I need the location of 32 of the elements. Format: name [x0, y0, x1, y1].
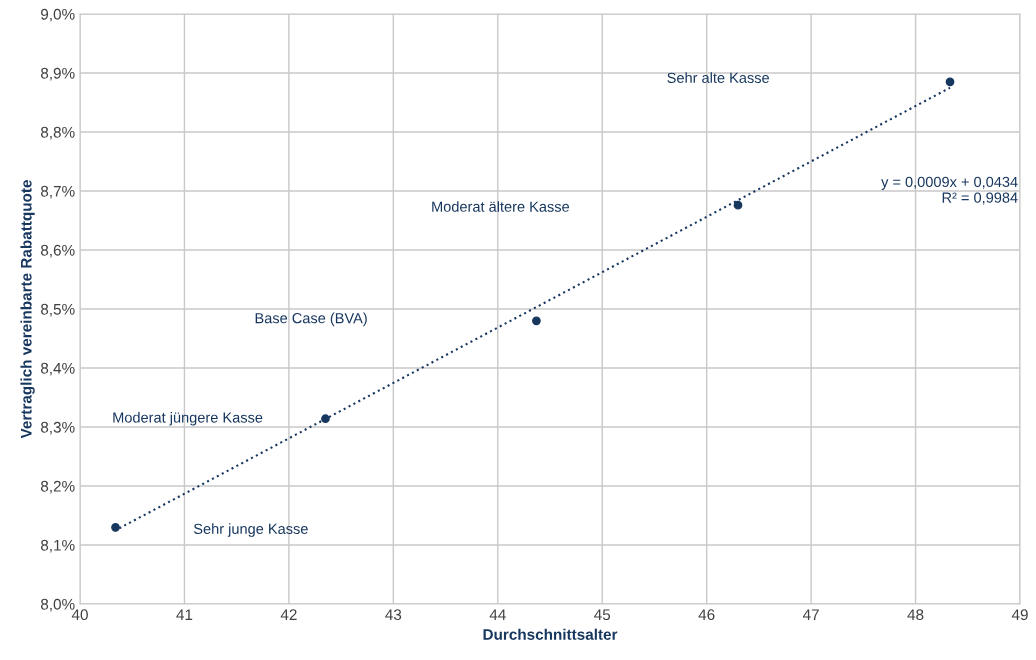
point	[321, 414, 330, 424]
x-tick-label: 42	[280, 609, 297, 620]
y-tick-label: 8,5%	[40, 303, 75, 317]
y-tick-label: 8,1%	[40, 539, 75, 553]
point	[945, 77, 955, 87]
annotation: Moderat jüngere Kasse	[113, 411, 263, 426]
y-tick-label: 8,4%	[40, 362, 75, 376]
point	[532, 316, 541, 326]
y-tick-label: 8,2%	[40, 480, 75, 494]
y-tick-label: 8,9%	[40, 67, 75, 81]
y-tick-label: 8,6%	[40, 244, 75, 258]
x-tick-label: 45	[594, 609, 611, 621]
y-tick-label: 8,8%	[40, 126, 75, 140]
y-tick-label: 8,7%	[40, 185, 75, 199]
x-tick-label: 44	[489, 609, 506, 620]
x-tick-label: 49	[1011, 609, 1028, 621]
point	[111, 522, 120, 532]
annotation: Sehr junge Kasse	[193, 523, 308, 537]
y-tick-label: 9,0%	[41, 8, 75, 22]
annotation: y = 0,0009x + 0,0434 R² = 0,9984	[881, 176, 1018, 205]
y-tick-label: 8,3%	[40, 421, 75, 435]
x-tick-label: 48	[907, 609, 924, 621]
x-axis-title: Durchschnittsalter	[483, 628, 618, 640]
y-axis-title: Vertraglich vereinbarte Rabattquote	[20, 180, 35, 439]
annotation: Sehr alte Kasse	[667, 72, 769, 83]
x-tick-label: 47	[802, 609, 819, 620]
x-tick-label: 46	[698, 609, 715, 621]
x-tick-label: 41	[176, 609, 193, 620]
point	[733, 200, 743, 210]
x-tick-label: 43	[385, 609, 402, 621]
annotation: Moderat ältere Kasse	[432, 201, 570, 212]
annotation: Base Case (BVA)	[255, 312, 367, 327]
